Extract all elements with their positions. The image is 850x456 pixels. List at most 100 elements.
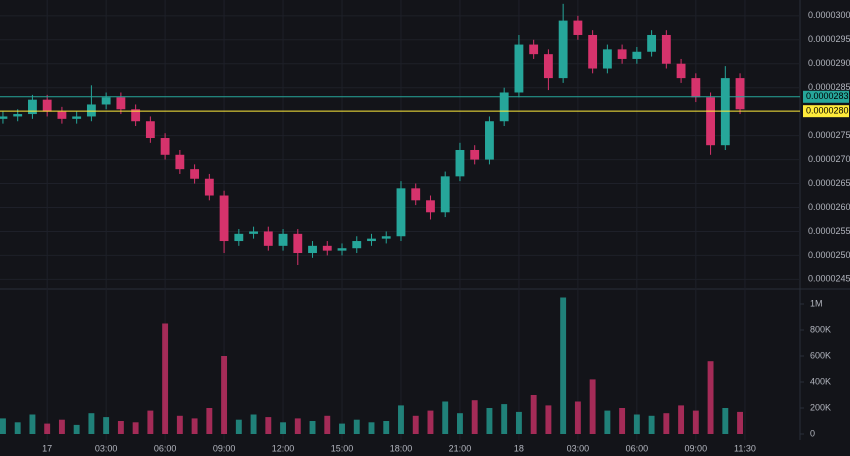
candle-body	[42, 99, 52, 112]
volume-bar	[14, 422, 21, 434]
volume-bar	[501, 404, 508, 434]
candle-body	[13, 114, 23, 117]
candle-body	[617, 49, 627, 59]
candle-body	[514, 44, 524, 93]
volume-bar	[324, 415, 331, 434]
price-label: 0.00002801	[806, 106, 850, 116]
volume-tick-label: 1M	[810, 298, 823, 308]
candle-body	[367, 238, 376, 242]
volume-tick-label: 800K	[810, 324, 831, 334]
volume-tick-label: 0	[810, 428, 815, 438]
volume-bar	[663, 413, 670, 434]
volume-bar	[633, 414, 640, 434]
candle-body	[573, 20, 583, 35]
volume-bar	[309, 421, 316, 434]
candle-body	[322, 245, 332, 251]
volume-bar	[221, 356, 228, 434]
volume-bar	[44, 423, 51, 434]
candle-body	[145, 121, 155, 139]
candle-body	[131, 109, 141, 122]
candle-body	[204, 178, 214, 196]
candle-body	[426, 200, 435, 213]
volume-bar	[383, 421, 390, 434]
x-tick-label: 06:00	[626, 443, 649, 453]
candle-body	[28, 99, 37, 115]
candle-body	[588, 34, 598, 69]
candle-body	[219, 195, 229, 242]
volume-bar	[486, 408, 493, 434]
volume-tick-label: 600K	[810, 350, 831, 360]
volume-bar	[176, 415, 183, 434]
volume-bar	[530, 395, 537, 434]
candle-body	[0, 116, 8, 119]
candle-body	[293, 233, 303, 254]
volume-bar	[0, 418, 6, 434]
x-tick-label: 09:00	[213, 443, 236, 453]
candle-body	[86, 104, 96, 117]
candle-body	[116, 97, 126, 110]
volume-bar	[206, 408, 213, 434]
candle-body	[278, 233, 288, 246]
volume-bar	[707, 361, 714, 434]
volume-bar	[339, 423, 345, 434]
volume-bar	[545, 405, 552, 434]
volume-bar	[58, 419, 65, 434]
volume-bar	[29, 414, 36, 434]
x-tick-label: 15:00	[331, 443, 354, 453]
volume-bar	[235, 419, 242, 434]
volume-bar	[294, 418, 301, 434]
candle-body	[263, 231, 273, 246]
x-tick-label: 21:00	[449, 443, 472, 453]
price-label-bg	[803, 90, 849, 103]
candle-body	[706, 97, 715, 146]
candle-body	[352, 241, 362, 249]
volume-bar	[73, 424, 80, 434]
candle-body	[529, 44, 539, 55]
volume-bar	[737, 411, 743, 434]
volume-bar	[162, 323, 169, 434]
candle-body	[234, 233, 244, 242]
candle-body	[440, 176, 450, 213]
candle-body	[485, 121, 494, 160]
candle-body	[499, 92, 509, 122]
volume-bar	[191, 418, 198, 434]
volume-tick-label: 200K	[810, 402, 831, 412]
candle-body	[337, 248, 347, 251]
volume-bar	[398, 405, 404, 434]
candle-body	[190, 169, 200, 179]
volume-bar	[589, 379, 596, 434]
volume-bar	[604, 410, 611, 434]
candle-body	[308, 245, 317, 254]
candle-body	[411, 188, 421, 201]
x-tick-label: 09:00	[685, 443, 708, 453]
volume-bar	[619, 408, 626, 434]
volume-bar	[103, 417, 110, 434]
x-tick-label: 18	[514, 443, 524, 453]
candle-body	[632, 51, 642, 59]
x-tick-label: 11:30	[734, 443, 756, 453]
candle-body	[558, 20, 568, 79]
volume-bar	[515, 411, 522, 434]
candle-body	[249, 231, 258, 234]
candle-body	[602, 49, 612, 69]
volume-bar	[117, 421, 124, 434]
price-label: 0.00002831	[806, 91, 850, 101]
candle-body	[661, 34, 671, 64]
volume-bar	[678, 405, 685, 434]
volume-bar	[722, 408, 729, 434]
volume-bar	[132, 422, 139, 434]
volume-bar	[353, 419, 360, 434]
volume-bar	[560, 297, 567, 434]
candle-body	[381, 236, 391, 239]
volume-bar	[471, 400, 478, 434]
candle-body	[691, 78, 701, 98]
